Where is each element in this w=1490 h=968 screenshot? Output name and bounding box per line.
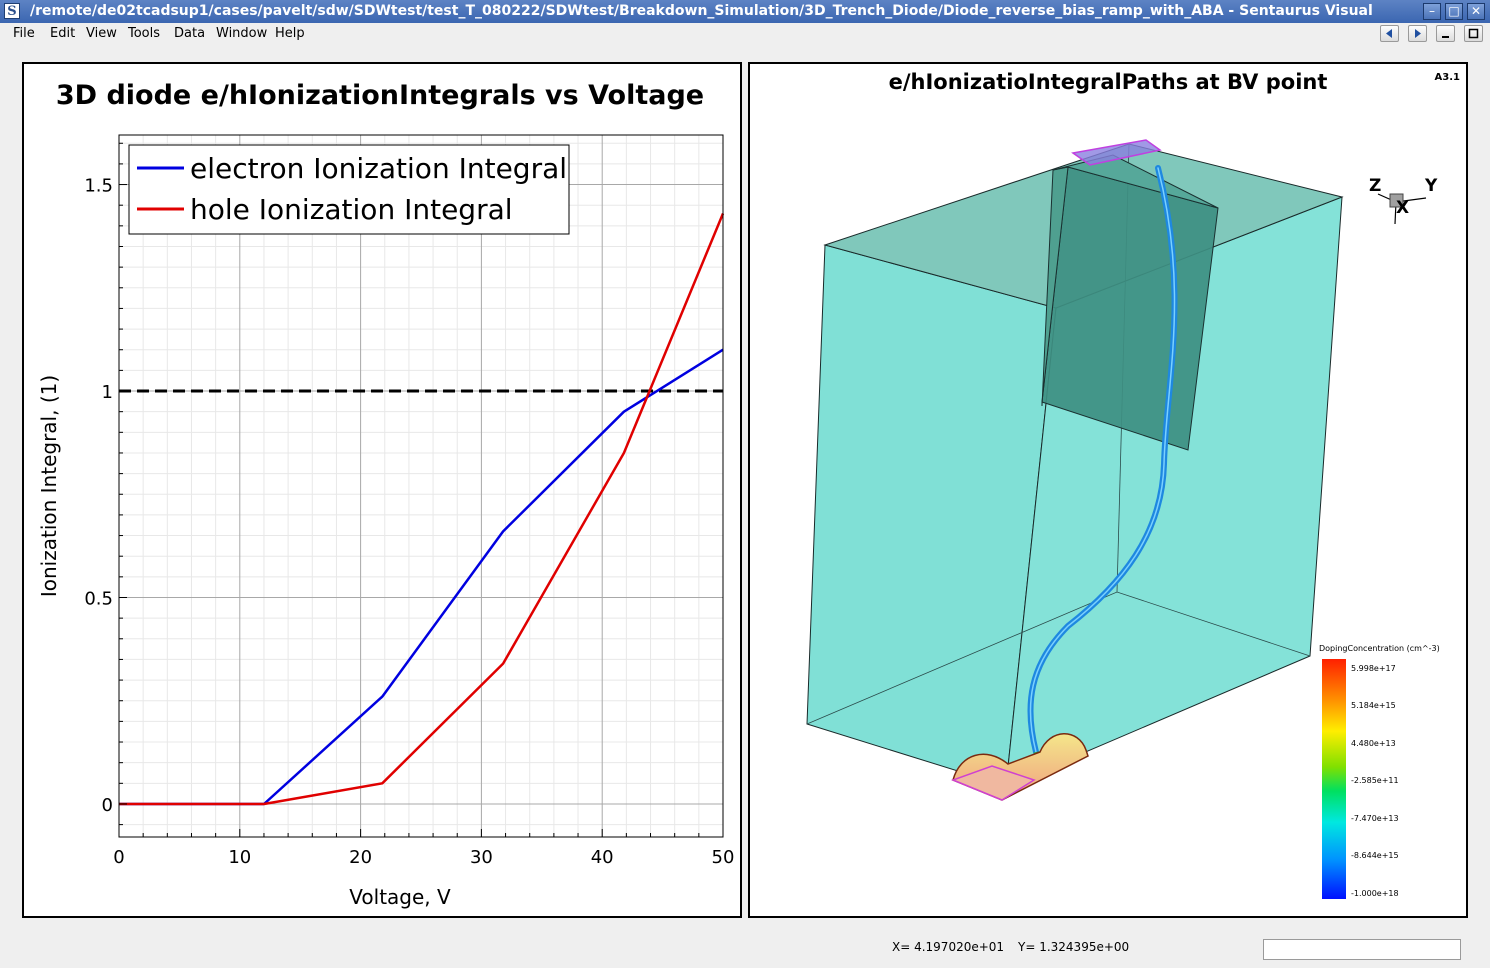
arrow-left-icon xyxy=(1386,29,1392,38)
ionization-chart[interactable]: 3D diode e/hIonizationIntegrals vs Volta… xyxy=(24,64,740,916)
menu-view[interactable]: View xyxy=(86,26,117,41)
trench-region xyxy=(1041,139,1219,451)
maximize-icon xyxy=(1468,28,1479,39)
y-tick-label: 0 xyxy=(102,795,113,816)
menu-tools[interactable]: Tools xyxy=(128,26,161,41)
axis-x-label: X xyxy=(1396,198,1409,218)
device-3d-view[interactable]: e/hIonizatioIntegralPaths at BV point A3… xyxy=(750,64,1466,916)
x-tick-label: 40 xyxy=(591,847,614,868)
x-tick-label: 20 xyxy=(349,847,372,868)
tick-layer: 0 10 20 30 40 50 0 0.5 1 1.5 xyxy=(84,142,735,868)
chart-title: 3D diode e/hIonizationIntegrals vs Volta… xyxy=(56,80,704,111)
x-tick-label: 0 xyxy=(113,847,124,868)
cursor-x-readout: X= 4.197020e+01 xyxy=(892,940,1005,954)
legend-label: 4.480e+13 xyxy=(1351,739,1396,748)
doping-legend: DopingConcentration (cm^-3) 5.998e+17 5.… xyxy=(1319,644,1440,899)
legend-label: -1.000e+18 xyxy=(1351,889,1399,898)
x-tick-label: 30 xyxy=(470,847,493,868)
previous-frame-button[interactable] xyxy=(1380,25,1399,42)
legend-label-electron: electron Ionization Integral xyxy=(190,152,567,185)
legend-box xyxy=(128,144,570,235)
frame-maximize-button[interactable] xyxy=(1464,25,1483,42)
y-tick-label: 0.5 xyxy=(84,588,113,609)
legend-label: 5.998e+17 xyxy=(1351,664,1396,673)
arrow-right-icon xyxy=(1415,29,1421,38)
app-icon[interactable]: S xyxy=(4,3,20,19)
bottom-contact xyxy=(950,733,1089,801)
menu-help[interactable]: Help xyxy=(275,26,305,41)
legend-colorbar xyxy=(1322,659,1346,899)
menu-window[interactable]: Window xyxy=(216,26,268,41)
legend-label-hole: hole Ionization Integral xyxy=(190,193,513,226)
minor-grid xyxy=(119,135,723,837)
axis-z-label: Z xyxy=(1369,176,1381,196)
plot-area-border xyxy=(118,134,724,838)
menubar: File Edit View Tools Data Window Help xyxy=(0,23,1490,44)
close-icon[interactable]: ✕ xyxy=(1467,3,1485,20)
3d-view-frame[interactable]: e/hIonizatioIntegralPaths at BV point A3… xyxy=(748,62,1468,918)
y-tick-label: 1.5 xyxy=(84,176,113,197)
legend-label: -7.470e+13 xyxy=(1351,814,1399,823)
menu-edit[interactable]: Edit xyxy=(50,26,76,41)
hole-series-line xyxy=(119,213,725,806)
cursor-y-readout: Y= 1.324395e+00 xyxy=(1018,940,1130,954)
minimize-icon xyxy=(1442,36,1449,38)
frame-minimize-button[interactable] xyxy=(1436,25,1455,42)
x-axis-label: Voltage, V xyxy=(349,885,451,909)
y-tick-label: 1 xyxy=(102,382,113,403)
view-corner-label: A3.1 xyxy=(1435,72,1460,83)
legend-label: -8.644e+15 xyxy=(1351,851,1399,860)
series-layer xyxy=(119,213,725,806)
view-title: e/hIonizatioIntegralPaths at BV point xyxy=(889,70,1328,94)
window-titlebar[interactable]: S /remote/de02tcadsup1/cases/pavelt/sdw/… xyxy=(0,0,1490,23)
status-input[interactable] xyxy=(1263,939,1461,960)
xy-plot-frame[interactable]: 3D diode e/hIonizationIntegrals vs Volta… xyxy=(22,62,742,918)
legend-title: DopingConcentration (cm^-3) xyxy=(1319,644,1440,653)
y-axis-label: Ionization Integral, (1) xyxy=(37,375,61,597)
axis-y-label: Y xyxy=(1424,176,1438,196)
window-title: /remote/de02tcadsup1/cases/pavelt/sdw/SD… xyxy=(30,3,1373,19)
next-frame-button[interactable] xyxy=(1408,25,1427,42)
maximize-icon[interactable]: □ xyxy=(1445,3,1463,20)
menu-data[interactable]: Data xyxy=(174,26,206,41)
x-tick-label: 50 xyxy=(712,847,735,868)
major-grid xyxy=(119,135,723,837)
statusbar: X= 4.197020e+01 Y= 1.324395e+00 xyxy=(0,930,1490,968)
axes-triad-icon: Z Y X xyxy=(1369,176,1438,225)
legend-label: -2.585e+11 xyxy=(1351,776,1399,785)
x-tick-label: 10 xyxy=(228,847,251,868)
legend-label: 5.184e+15 xyxy=(1351,701,1396,710)
minimize-icon[interactable]: – xyxy=(1423,3,1441,20)
chart-legend[interactable]: electron Ionization Integral hole Ioniza… xyxy=(128,144,570,235)
menu-file[interactable]: File xyxy=(13,26,35,41)
